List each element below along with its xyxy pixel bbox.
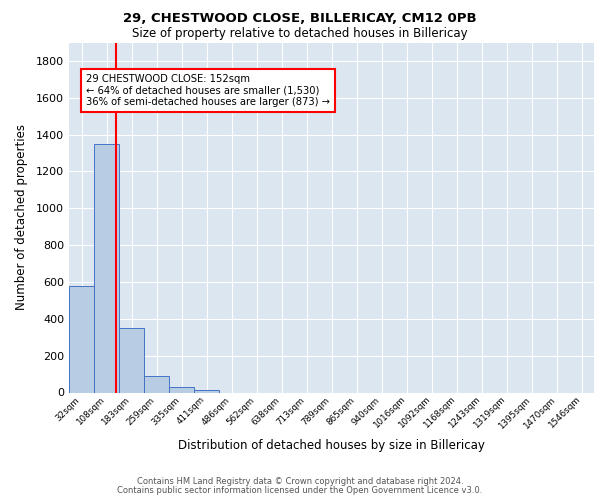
Bar bbox=[194, 390, 219, 392]
Bar bbox=[94, 144, 119, 392]
Text: Size of property relative to detached houses in Billericay: Size of property relative to detached ho… bbox=[132, 28, 468, 40]
Y-axis label: Number of detached properties: Number of detached properties bbox=[14, 124, 28, 310]
Bar bbox=[169, 388, 194, 392]
Bar bbox=[69, 286, 94, 393]
Bar bbox=[144, 376, 169, 392]
Text: 29 CHESTWOOD CLOSE: 152sqm
← 64% of detached houses are smaller (1,530)
36% of s: 29 CHESTWOOD CLOSE: 152sqm ← 64% of deta… bbox=[86, 74, 330, 107]
Text: Contains public sector information licensed under the Open Government Licence v3: Contains public sector information licen… bbox=[118, 486, 482, 495]
Bar bbox=[119, 328, 144, 392]
Text: 29, CHESTWOOD CLOSE, BILLERICAY, CM12 0PB: 29, CHESTWOOD CLOSE, BILLERICAY, CM12 0P… bbox=[123, 12, 477, 26]
X-axis label: Distribution of detached houses by size in Billericay: Distribution of detached houses by size … bbox=[178, 439, 485, 452]
Text: Contains HM Land Registry data © Crown copyright and database right 2024.: Contains HM Land Registry data © Crown c… bbox=[137, 477, 463, 486]
